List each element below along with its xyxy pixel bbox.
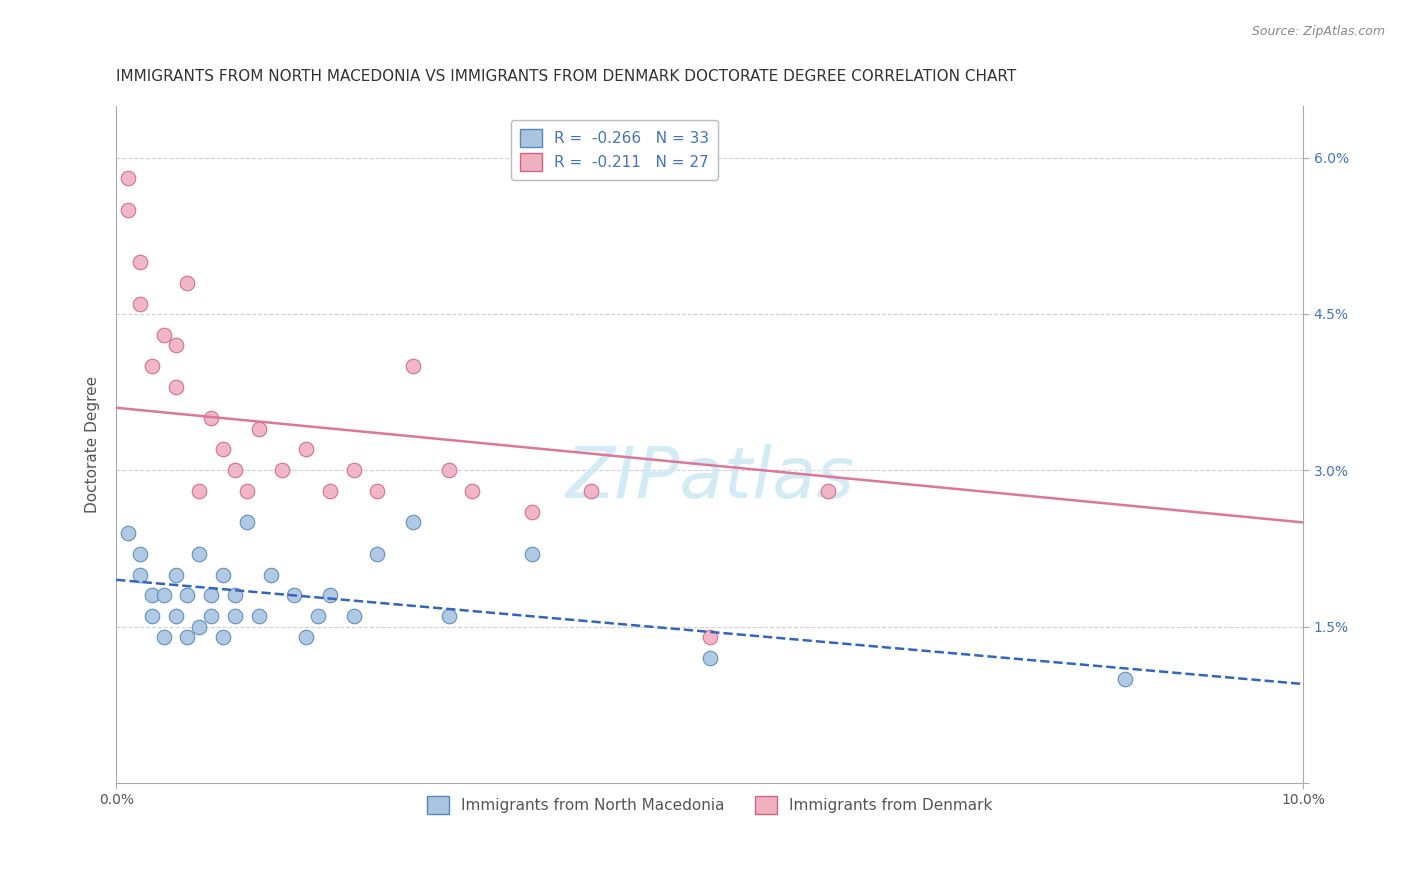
Point (247, 422, 270, 436)
Point (176, 276, 198, 290)
Point (129, 296, 152, 310)
Point (236, 516, 259, 530)
Point (343, 609, 366, 624)
Point (152, 589, 174, 603)
Point (117, 171, 139, 186)
Point (520, 505, 543, 519)
Point (699, 630, 721, 644)
Point (699, 651, 721, 665)
Point (224, 609, 246, 624)
Point (176, 589, 198, 603)
Point (343, 463, 366, 477)
Point (129, 255, 152, 269)
Point (212, 442, 235, 457)
Point (176, 630, 198, 644)
Point (165, 567, 187, 582)
Point (165, 380, 187, 394)
Point (295, 442, 318, 457)
Point (212, 567, 235, 582)
Y-axis label: Doctorate Degree: Doctorate Degree (86, 376, 100, 513)
Text: ZIPatlas: ZIPatlas (565, 443, 855, 513)
Point (188, 620, 211, 634)
Point (141, 359, 163, 373)
Point (247, 609, 270, 624)
Point (212, 630, 235, 644)
Point (283, 589, 305, 603)
Point (165, 609, 187, 624)
Point (165, 338, 187, 352)
Point (224, 589, 246, 603)
Point (129, 567, 152, 582)
Point (236, 484, 259, 499)
Point (437, 463, 460, 477)
Point (200, 589, 222, 603)
Point (319, 484, 342, 499)
Point (295, 630, 318, 644)
Point (402, 359, 425, 373)
Point (1114, 672, 1136, 686)
Text: Source: ZipAtlas.com: Source: ZipAtlas.com (1251, 25, 1385, 38)
Point (461, 484, 484, 499)
Point (200, 411, 222, 425)
Point (579, 484, 602, 499)
Legend: Immigrants from North Macedonia, Immigrants from Denmark: Immigrants from North Macedonia, Immigra… (418, 787, 1001, 822)
Point (402, 516, 425, 530)
Point (271, 463, 294, 477)
Point (520, 547, 543, 561)
Point (141, 589, 163, 603)
Point (366, 484, 388, 499)
Point (188, 484, 211, 499)
Point (117, 525, 139, 540)
Point (200, 609, 222, 624)
Point (437, 609, 460, 624)
Point (366, 547, 388, 561)
Point (319, 589, 342, 603)
Point (152, 630, 174, 644)
Point (259, 567, 281, 582)
Point (141, 609, 163, 624)
Point (129, 547, 152, 561)
Point (188, 547, 211, 561)
Point (152, 327, 174, 342)
Point (224, 463, 246, 477)
Point (117, 202, 139, 217)
Text: IMMIGRANTS FROM NORTH MACEDONIA VS IMMIGRANTS FROM DENMARK DOCTORATE DEGREE CORR: IMMIGRANTS FROM NORTH MACEDONIA VS IMMIG… (117, 69, 1017, 84)
Point (307, 609, 329, 624)
Point (817, 484, 839, 499)
